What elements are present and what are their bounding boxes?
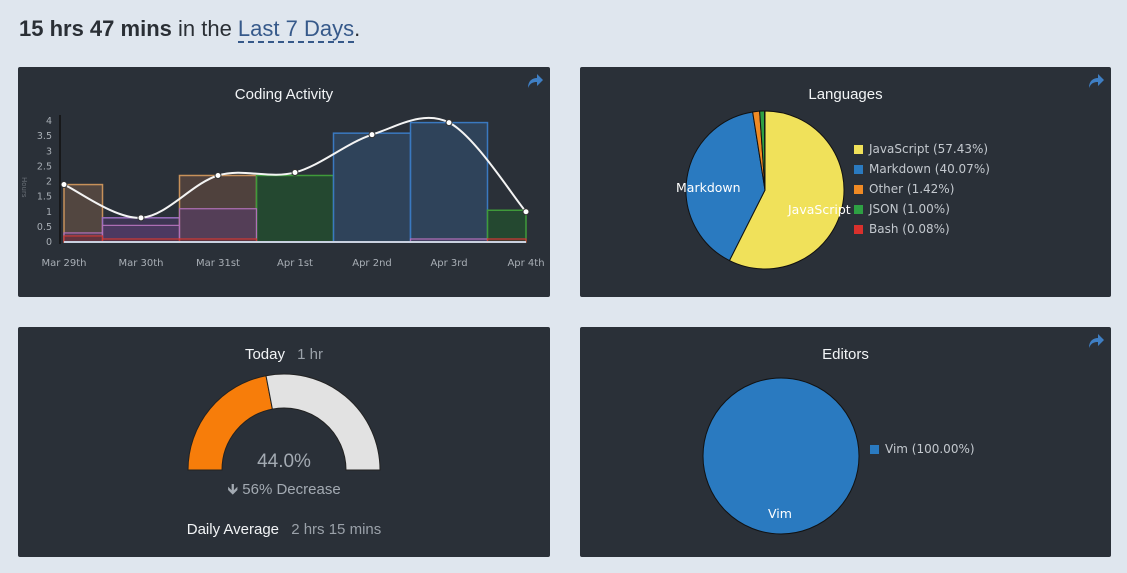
y-axis-label: Hours (20, 177, 28, 198)
legend-swatch (854, 224, 863, 234)
daily-average-value: 2 hrs 15 mins (291, 521, 382, 538)
share-icon[interactable] (526, 73, 544, 89)
gauge-remaining (265, 373, 381, 471)
legend-label: Markdown (40.07%) (869, 162, 990, 176)
daily-average: Daily Average 2 hrs 15 mins (18, 521, 550, 538)
legend-item[interactable]: Vim (100.00%) (870, 439, 975, 459)
today-change-label: 56% Decrease (242, 481, 341, 498)
headline-period: . (354, 16, 361, 41)
y-tick-label: 3 (46, 146, 52, 157)
y-tick-label: 4 (46, 116, 52, 127)
y-tick-label: 0.5 (37, 222, 52, 233)
legend-label: Other (1.42%) (869, 182, 955, 196)
legend-label: Bash (0.08%) (869, 222, 950, 236)
languages-title: Languages (808, 86, 883, 103)
activity-bar (409, 121, 489, 243)
total-point (291, 168, 299, 176)
y-tick-label: 1 (46, 207, 52, 218)
today-time: 1 hr (297, 346, 324, 363)
total-time: 15 hrs 47 mins (19, 16, 172, 41)
summary-headline: 15 hrs 47 mins in the Last 7 Days. (19, 16, 361, 43)
total-point (60, 181, 68, 189)
pie-label-vim: Vim (768, 506, 792, 521)
today-panel: Today 1 hr 44.0% 🡻 56% Decrease Daily Av… (18, 327, 550, 557)
y-tick-label: 2 (46, 177, 52, 188)
pie-slice-markdown (685, 111, 766, 262)
legend-item[interactable]: Other (1.42%) (854, 179, 990, 199)
editors-title: Editors (822, 346, 869, 363)
today-header: Today 1 hr (18, 346, 550, 363)
coding-activity-chart: Hours 4 3.5 3 2.5 2 1.5 1 0.5 0 Mar 29th Mar 30th Ma… (20, 115, 545, 269)
x-tick-label: Mar 30th (118, 258, 163, 269)
x-tick-label: Mar 31st (196, 258, 240, 269)
pie-label-javascript: JavaScript (787, 202, 851, 217)
total-point (522, 208, 530, 216)
total-point (137, 214, 145, 222)
y-tick-label: 0 (46, 237, 52, 248)
legend-swatch (854, 204, 863, 214)
total-point (445, 119, 453, 127)
legend-label: JavaScript (57.43%) (869, 142, 989, 156)
total-point (368, 131, 376, 139)
x-tick-label: Apr 1st (277, 258, 313, 269)
legend-item[interactable]: Bash (0.08%) (854, 219, 990, 239)
pie-slice-javascript (728, 110, 845, 270)
today-change: 🡻 56% Decrease (184, 479, 384, 504)
x-tick-label: Apr 2nd (352, 258, 392, 269)
legend-label: Vim (100.00%) (885, 442, 975, 456)
y-tick-label: 3.5 (37, 131, 52, 142)
share-icon[interactable] (1087, 73, 1105, 89)
editors-panel: Editors Vim Vim (100.00%) (580, 327, 1111, 557)
x-tick-label: Mar 29th (41, 258, 86, 269)
legend-item[interactable]: JSON (1.00%) (854, 199, 990, 219)
legend-swatch (870, 444, 879, 454)
pie-slice-vim (702, 377, 860, 535)
legend-item[interactable]: JavaScript (57.43%) (854, 139, 990, 159)
y-tick-label: 2.5 (37, 161, 52, 172)
arrow-down-icon: 🡻 (227, 481, 239, 498)
y-tick-label: 1.5 (37, 192, 52, 203)
x-tick-label: Apr 3rd (430, 258, 467, 269)
editors-pie: Vim (702, 377, 860, 535)
headline-connector: in the (171, 16, 238, 41)
legend-item[interactable]: Markdown (40.07%) (854, 159, 990, 179)
languages-pie: Markdown JavaScript (676, 110, 851, 270)
editors-legend: Vim (100.00%) (870, 439, 975, 459)
legend-swatch (854, 144, 863, 154)
today-gauge (187, 373, 381, 471)
share-icon[interactable] (1087, 333, 1105, 349)
daily-average-label: Daily Average (186, 521, 280, 538)
today-percent: 44.0% (257, 451, 311, 472)
coding-activity-panel: Coding Activity Hours 4 3.5 3 2.5 2 1.5 1 0.5 0 Ma… (18, 67, 550, 297)
activity-bar-secondary (178, 208, 258, 243)
x-tick-label: Apr 4th (507, 258, 544, 269)
activity-bar (486, 209, 527, 243)
activity-bar (255, 174, 335, 243)
coding-activity-title: Coding Activity (234, 86, 334, 103)
legend-swatch (854, 164, 863, 174)
legend-label: JSON (1.00%) (869, 202, 950, 216)
date-range-selector[interactable]: Last 7 Days (237, 16, 355, 43)
languages-panel: Languages Markdown JavaScript JavaScript … (580, 67, 1111, 297)
today-title: Today (244, 346, 285, 363)
activity-bar (332, 132, 412, 243)
languages-legend: JavaScript (57.43%) Markdown (40.07%) Othe… (854, 139, 990, 239)
pie-label-markdown: Markdown (676, 180, 741, 195)
total-point (214, 171, 222, 179)
legend-swatch (854, 184, 863, 194)
